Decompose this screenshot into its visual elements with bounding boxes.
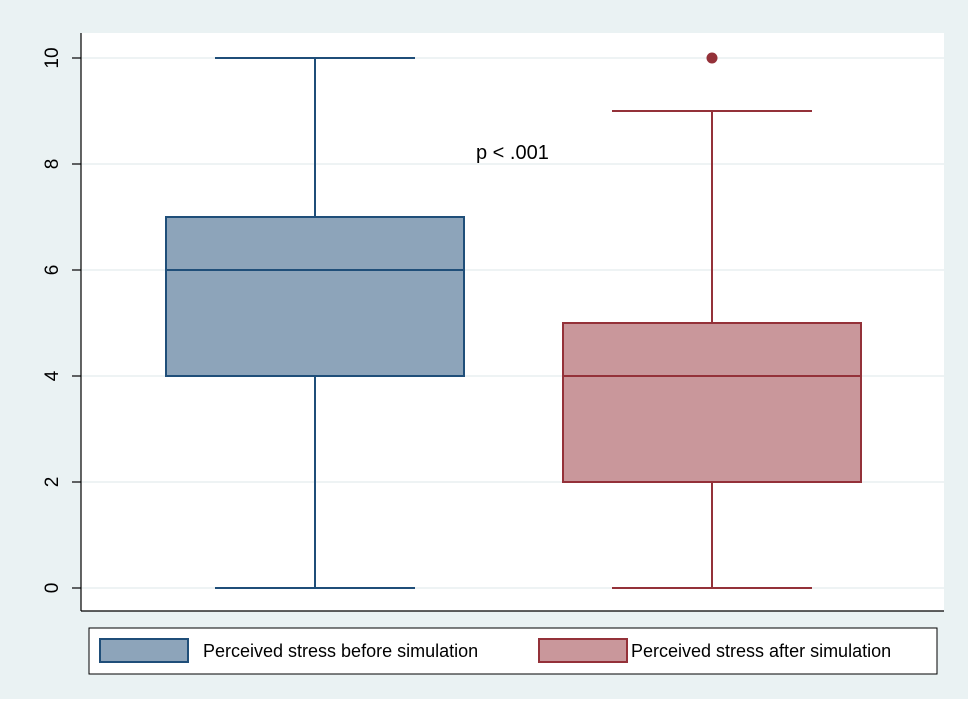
y-tick-label: 0: [42, 583, 63, 594]
y-axis-ticks: 0 2 4 6 8 10: [42, 47, 81, 593]
legend-box: [88, 627, 938, 675]
legend-swatch: [99, 638, 189, 663]
y-tick-label: 4: [42, 370, 63, 381]
legend-label: Perceived stress after simulation: [631, 641, 891, 661]
box-series: [165, 52, 862, 589]
y-tick-label: 6: [42, 265, 63, 276]
y-tick-label: 10: [42, 47, 63, 68]
iqr-box: [562, 322, 862, 483]
outlier-point: [706, 52, 718, 64]
p-value-annotation: p < .001: [476, 142, 549, 164]
box-group: [562, 52, 862, 589]
legend: Perceived stress before simulation Percei…: [99, 638, 891, 663]
y-tick-label: 8: [42, 159, 63, 170]
legend-label: Perceived stress before simulation: [203, 641, 478, 661]
iqr-box: [165, 216, 465, 377]
y-tick-label: 2: [42, 477, 63, 488]
box-group: [165, 57, 465, 589]
legend-swatch: [538, 638, 628, 663]
